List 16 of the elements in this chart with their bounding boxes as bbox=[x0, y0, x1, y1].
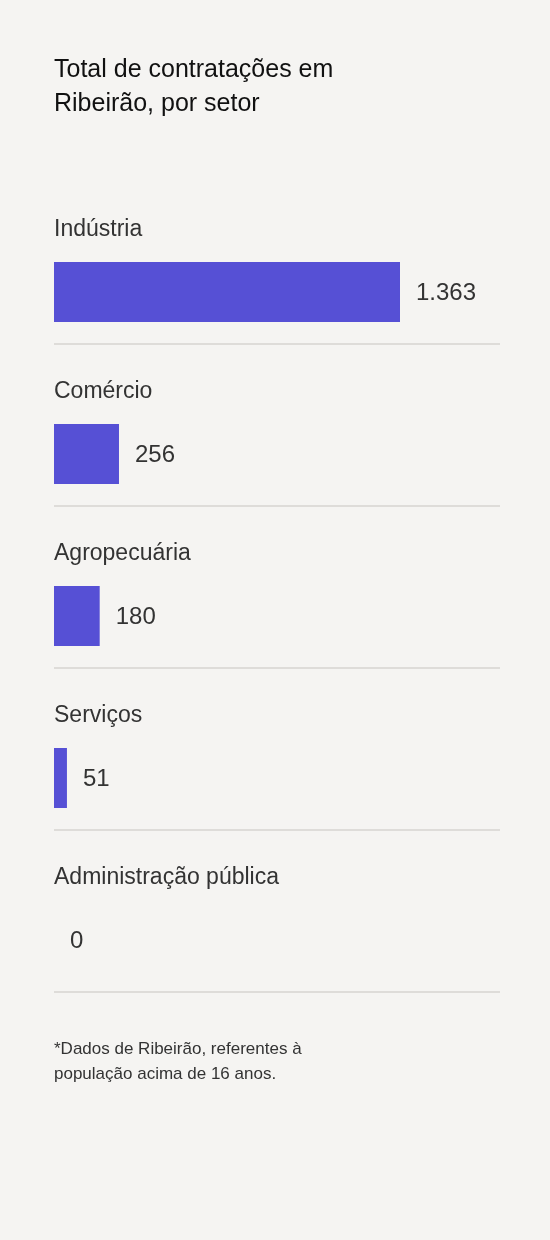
y-tick-label: Administração pública bbox=[54, 863, 280, 889]
y-tick-label: Serviços bbox=[54, 701, 143, 727]
data-label: 180 bbox=[115, 602, 156, 629]
y-tick-label: Comércio bbox=[54, 377, 153, 403]
y-tick-label: Agropecuária bbox=[54, 539, 192, 565]
chart-title: Total de contratações em Ribeirão, por setor bbox=[54, 54, 334, 116]
data-label: 0 bbox=[70, 926, 84, 953]
bar bbox=[54, 748, 67, 808]
y-tick-label: Indústria bbox=[54, 215, 143, 241]
bar bbox=[54, 586, 100, 646]
data-label: 256 bbox=[134, 440, 176, 467]
bar bbox=[54, 424, 119, 484]
data-label: 51 bbox=[82, 764, 110, 791]
text: *Dados de Ribeirão, referentes à população acima de 16 anos. bbox=[54, 1039, 303, 1083]
data-label: 1.363 bbox=[416, 278, 477, 305]
bar bbox=[54, 262, 400, 322]
